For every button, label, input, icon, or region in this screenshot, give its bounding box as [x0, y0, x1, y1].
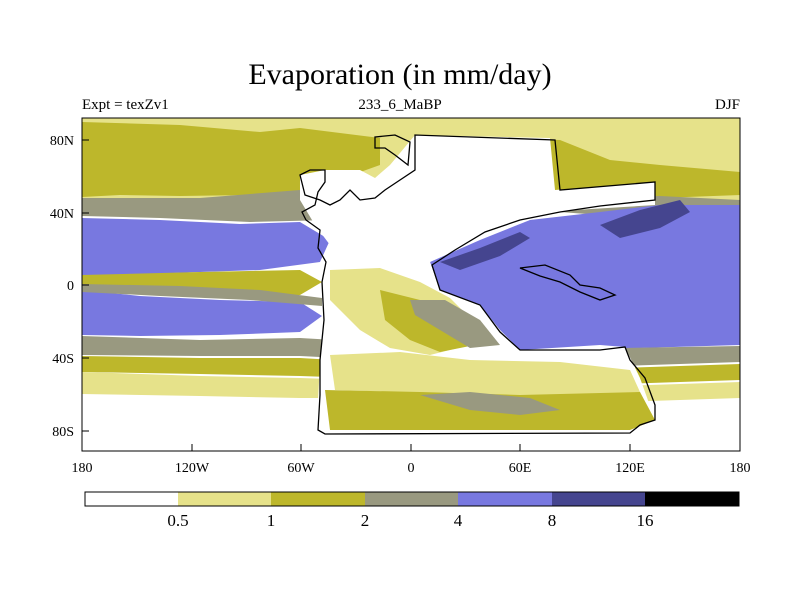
colorbar-label: 16 — [637, 511, 654, 530]
coast-north-island — [374, 134, 411, 167]
continent-outline — [299, 134, 656, 435]
map-title: Evaporation (in mm/day) — [248, 58, 552, 91]
colorbar-label: 0.5 — [167, 511, 188, 530]
y-tick-label: 0 — [67, 279, 74, 294]
colorbar-swatch — [271, 492, 365, 506]
colorbar-swatch — [178, 492, 271, 506]
x-tick-label: 120E — [615, 461, 645, 476]
equatorial-gray-band — [82, 284, 322, 306]
x-tick-label: 0 — [408, 461, 415, 476]
southern-inland-gray — [420, 392, 560, 415]
dark-blue-patch-east — [600, 200, 690, 238]
colorbar-frame — [84, 491, 740, 507]
colorbar-swatch — [552, 492, 645, 506]
colorbar-swatch — [365, 492, 458, 506]
tropical-blue-band-west — [82, 218, 330, 275]
inland-gray-patch — [410, 300, 500, 348]
colorbar-label: 1 — [267, 511, 276, 530]
x-tick-label: 180 — [730, 461, 751, 476]
season-label: DJF — [714, 97, 740, 113]
coast-east-spur — [519, 264, 617, 301]
y-axis: 80N 40N 0 40S 80S — [50, 134, 89, 440]
map-field — [82, 118, 740, 451]
y-tick-label: 40S — [52, 352, 74, 367]
colorbar-label: 2 — [361, 511, 370, 530]
colorbar-label: 4 — [454, 511, 463, 530]
x-tick-label: 60W — [287, 461, 315, 476]
y-tick-label: 80N — [50, 134, 74, 149]
dark-blue-patch-west — [440, 232, 530, 270]
x-tick-label: 60E — [509, 461, 532, 476]
colorbar-swatch — [85, 492, 178, 506]
experiment-label: Expt = texZv1 — [82, 97, 169, 113]
period-label: 233_6_MaBP — [358, 97, 442, 113]
y-tick-label: 80S — [52, 425, 74, 440]
y-tick-label: 40N — [50, 207, 74, 222]
colorbar-swatch — [645, 492, 739, 506]
x-tick-label: 180 — [72, 461, 93, 476]
southern-inland-pale — [330, 352, 640, 402]
colorbar-label: 8 — [548, 511, 557, 530]
x-tick-label: 120W — [175, 461, 210, 476]
colorbar-swatch — [458, 492, 552, 506]
tropical-blue-band-south — [82, 290, 322, 336]
x-axis: 180 120W 60W 0 60E 120E 180 — [72, 444, 751, 476]
colorbar: 0.5 1 2 4 8 16 — [84, 491, 740, 530]
